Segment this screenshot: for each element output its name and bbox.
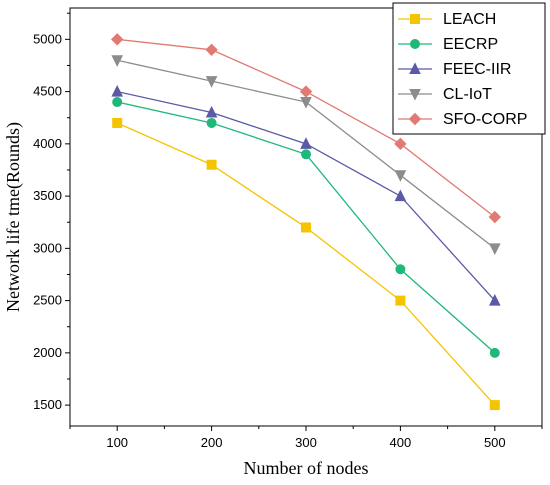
data-point-leach — [395, 295, 406, 306]
legend-label: FEEC-IIR — [443, 61, 511, 78]
data-point-cl-iot — [111, 55, 124, 67]
data-point-eecrp — [112, 97, 123, 108]
y-tick-label: 2500 — [33, 293, 62, 308]
legend-label: CL-IoT — [443, 86, 492, 103]
data-point-sfo-corp — [110, 33, 124, 46]
series-leach — [112, 117, 500, 411]
legend-label: SFO-CORP — [443, 111, 527, 128]
data-point-feec-iir — [300, 137, 312, 149]
legend-item-sfo-corp: SFO-CORP — [398, 111, 527, 128]
legend-marker — [409, 89, 421, 101]
data-point-eecrp — [206, 117, 217, 128]
series-line-leach — [116, 122, 496, 406]
data-point-sfo-corp — [394, 137, 407, 151]
data-point-eecrp — [301, 149, 311, 160]
data-point-sfo-corp — [299, 85, 313, 98]
series-layer — [110, 33, 502, 411]
data-point-leach — [206, 159, 217, 170]
legend-marker — [410, 14, 420, 24]
legend-item-leach: LEACH — [398, 11, 496, 28]
y-tick-label: 1500 — [33, 397, 62, 412]
data-point-leach — [112, 117, 123, 128]
series-cl-iot — [111, 55, 501, 255]
x-tick-label: 200 — [201, 435, 223, 450]
y-axis: 1500 2000 2500 3000 3500 4000 4500 5000 — [33, 12, 70, 412]
legend-marker — [409, 62, 421, 74]
y-tick-label: 2000 — [33, 345, 62, 360]
series-feec-iir — [111, 84, 501, 306]
data-point-cl-iot — [488, 243, 501, 255]
data-point-feec-iir — [111, 84, 124, 97]
y-tick-label: 5000 — [33, 31, 62, 46]
data-point-cl-iot — [394, 170, 407, 182]
data-point-eecrp — [395, 264, 406, 275]
y-tick-label: 4000 — [33, 136, 62, 151]
legend-label: EECRP — [443, 36, 498, 53]
series-eecrp — [112, 97, 500, 358]
x-tick-label: 100 — [106, 435, 128, 450]
data-point-sfo-corp — [488, 210, 502, 224]
x-tick-label: 500 — [484, 435, 506, 450]
y-tick-label: 3000 — [33, 240, 62, 255]
legend-item-feec-iir: FEEC-IIR — [398, 61, 511, 78]
data-point-feec-iir — [394, 189, 407, 202]
x-axis-title: Number of nodes — [244, 458, 369, 478]
legend-label: LEACH — [443, 11, 496, 28]
legend-item-cl-iot: CL-IoT — [398, 86, 492, 103]
legend-item-eecrp: EECRP — [398, 36, 498, 53]
data-point-feec-iir — [488, 293, 501, 306]
data-point-leach — [301, 222, 311, 233]
data-point-feec-iir — [205, 105, 218, 118]
data-point-cl-iot — [300, 97, 312, 109]
y-tick-label: 3500 — [33, 188, 62, 203]
y-tick-label: 4500 — [33, 84, 62, 99]
x-axis: 100 200 300 400 500 — [69, 426, 543, 450]
legend-marker — [410, 39, 420, 49]
y-axis-title: Network life tme(Rounds) — [3, 122, 24, 312]
data-point-cl-iot — [205, 76, 218, 88]
x-tick-label: 400 — [390, 435, 412, 450]
legend-marker — [408, 112, 422, 126]
series-sfo-corp — [110, 33, 502, 224]
data-point-sfo-corp — [205, 43, 218, 57]
data-point-eecrp — [489, 347, 500, 358]
legend: LEACH EECRP FEEC-IIR CL-IoT SFO-CORP — [392, 2, 546, 135]
x-tick-label: 300 — [295, 435, 317, 450]
data-point-leach — [489, 400, 500, 411]
